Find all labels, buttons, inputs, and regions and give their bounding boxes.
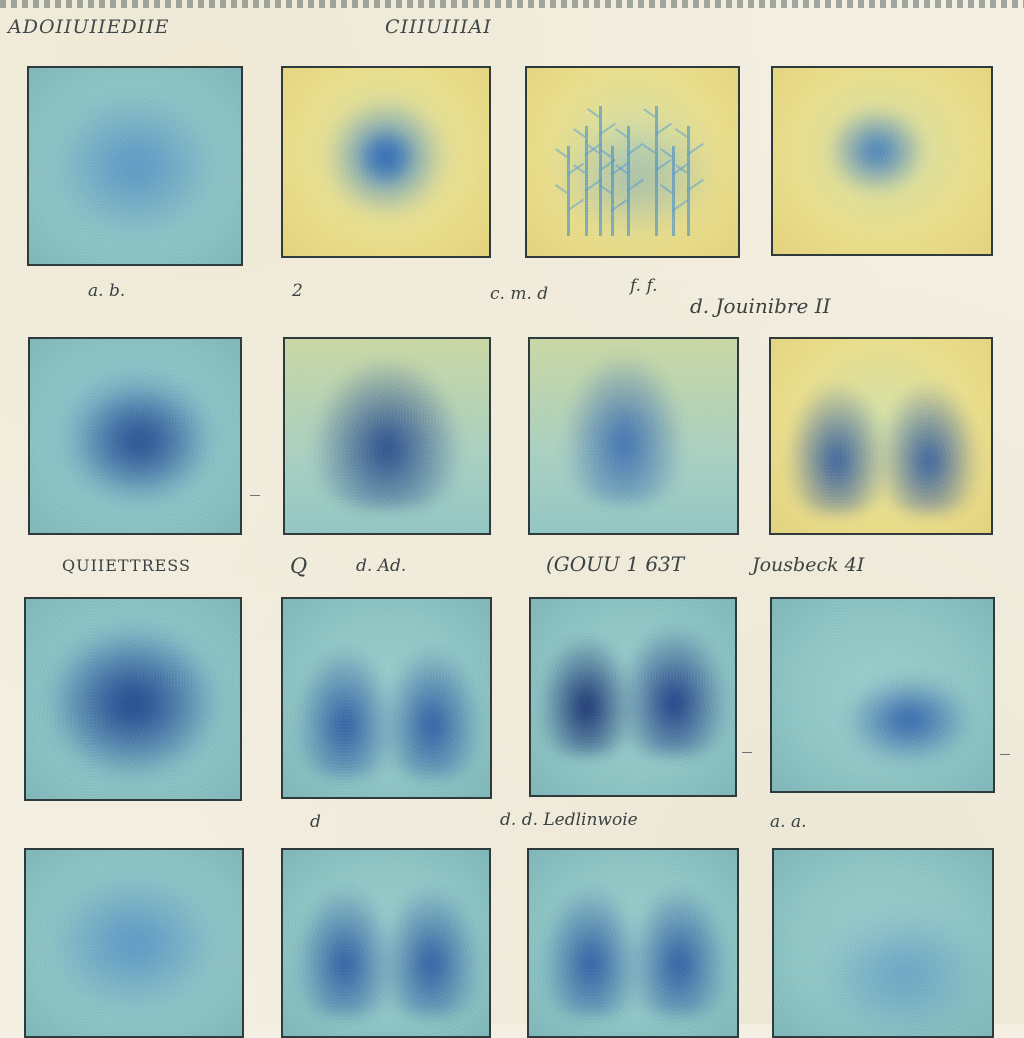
- header-right-title: CIIIUIIIAI: [385, 16, 492, 38]
- paper-grain: [283, 850, 489, 1036]
- ink-blob: [356, 127, 416, 187]
- paper-grain: [283, 599, 490, 797]
- paper-grain: [530, 339, 737, 533]
- tree-trunk: [567, 146, 570, 236]
- caption-1d: f. f.: [630, 276, 658, 296]
- caption-2a: QUIIETTRESS: [62, 556, 191, 575]
- ink-blob: [827, 106, 927, 196]
- plate-r3-c4: [770, 597, 995, 793]
- paper-grain: [772, 599, 993, 791]
- paper-grain: [26, 599, 240, 799]
- tick-mark: [1000, 754, 1010, 755]
- caption-1b: 2: [292, 281, 303, 301]
- tree-trunk: [672, 146, 675, 236]
- caption-1c: c. m. d: [490, 284, 549, 304]
- ink-blob: [844, 675, 975, 765]
- caption-2e: Jousbeck 4I: [752, 554, 865, 576]
- plate-r1-c2: [281, 66, 491, 258]
- plate-r4-c4: [772, 848, 994, 1038]
- ink-blob: [42, 868, 226, 1018]
- tree-trunk: [627, 126, 630, 236]
- paper-grain: [529, 850, 737, 1036]
- top-rule: [0, 0, 1024, 8]
- ink-blob: [44, 87, 226, 245]
- paper-grain: [283, 68, 489, 256]
- caption-3c: a. a.: [770, 812, 807, 832]
- plate-r1-c3: [525, 66, 740, 258]
- ink-blob: [70, 381, 210, 501]
- header-left-title: ADOIIUIIEDIIE: [8, 16, 170, 38]
- caption-3a: d: [310, 812, 321, 832]
- tick-mark: [742, 752, 752, 753]
- caption-2b: Q: [290, 554, 308, 578]
- paper-grain: [527, 68, 738, 256]
- plate-r1-c4: [771, 66, 993, 256]
- plate-r3-c1: [24, 597, 242, 801]
- plate-r3-c3: [529, 597, 737, 797]
- plate-r4-c1: [24, 848, 244, 1038]
- paper-grain: [773, 68, 991, 254]
- ink-blob: [818, 908, 988, 1036]
- plate-r2-c3: [528, 337, 739, 535]
- tick-mark: [250, 495, 260, 496]
- plate-r3-c2: [281, 597, 492, 799]
- paper-grain: [531, 599, 735, 795]
- caption-3b: d. d. Ledlinwoie: [500, 810, 638, 830]
- caption-1e: d. Jouinibre II: [690, 294, 831, 318]
- caption-1a: a. b.: [88, 281, 126, 301]
- caption-2c: d. Ad.: [356, 556, 407, 576]
- tree-trunk: [687, 126, 690, 236]
- ink-blob: [48, 629, 218, 779]
- tree-trunk: [611, 146, 614, 236]
- plate-r2-c4: [769, 337, 993, 535]
- tree-trunk: [585, 126, 588, 236]
- paper-grain: [771, 339, 991, 533]
- plate-r4-c3: [527, 848, 739, 1038]
- plate-r2-c2: [283, 337, 491, 535]
- paper-grain: [26, 850, 242, 1036]
- paper-grain: [29, 68, 241, 264]
- plate-r1-c1: [27, 66, 243, 266]
- paper-grain: [30, 339, 240, 533]
- ink-mound: [538, 635, 634, 755]
- paper-grain: [774, 850, 992, 1036]
- caption-2d: (GOUU 1 63T: [546, 552, 685, 576]
- ink-blob: [557, 118, 717, 238]
- plate-r4-c2: [281, 848, 491, 1038]
- plate-r2-c1: [28, 337, 242, 535]
- ink-mound: [563, 353, 684, 503]
- paper-grain: [285, 339, 489, 533]
